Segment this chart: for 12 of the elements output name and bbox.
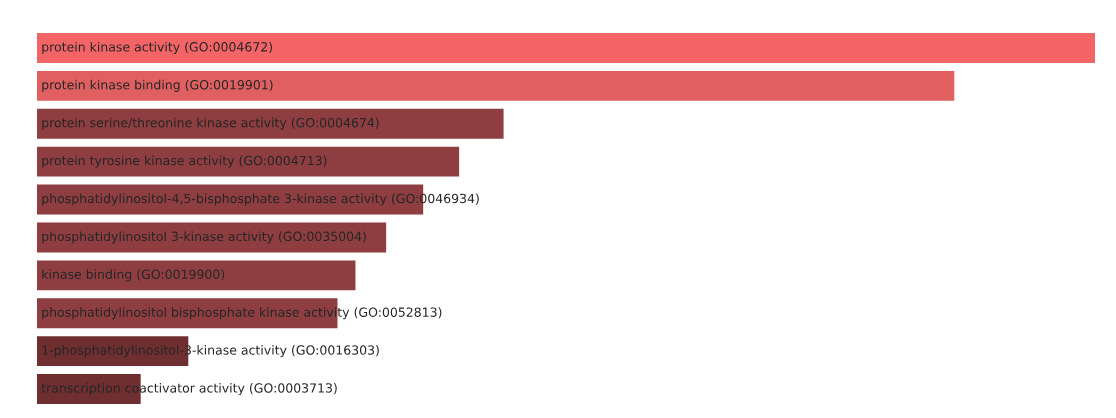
y-tick-label: phosphatidylinositol 3-kinase activity (GO:0035004): [42, 231, 366, 244]
bar: [37, 32, 1096, 63]
y-tick-label: protein serine/threonine kinase activity (GO:0004674): [42, 117, 379, 130]
bar: [37, 146, 460, 177]
y-tick-label: kinase binding (GO:0019900): [42, 269, 225, 282]
bar: [37, 108, 504, 139]
bar: [37, 260, 356, 291]
y-tick-label: protein kinase activity (GO:0004672): [42, 41, 272, 55]
y-tick-label: protein tyrosine kinase activity (GO:0004713): [42, 155, 327, 168]
bar: [37, 70, 955, 101]
bar: [37, 222, 387, 253]
y-tick-label: protein kinase binding (GO:0019901): [42, 79, 273, 92]
